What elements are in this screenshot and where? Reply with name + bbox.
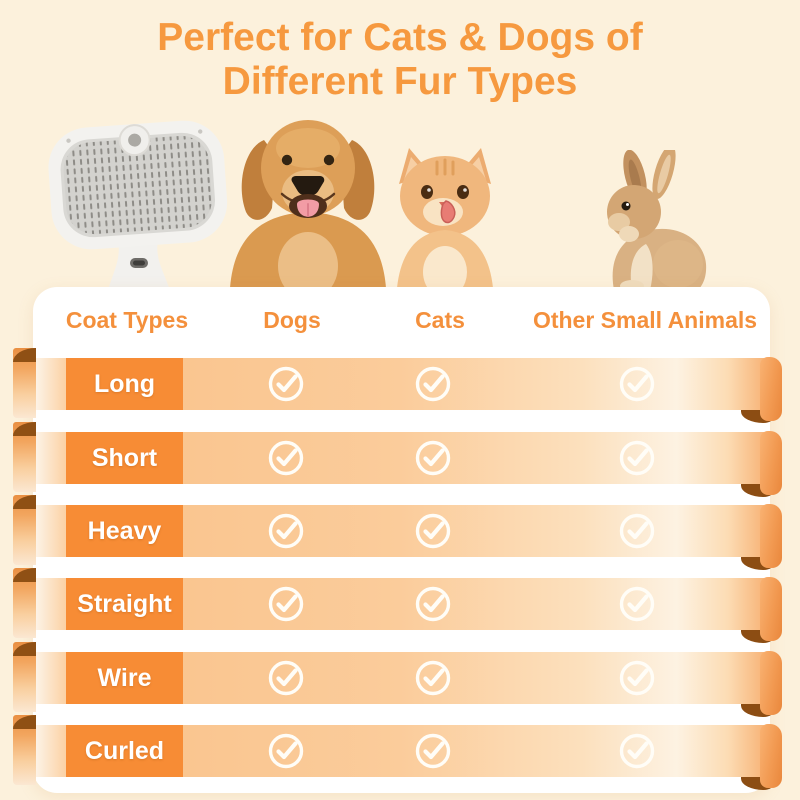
ribbon-band: Heavy — [36, 505, 764, 557]
table-row-long: Long — [0, 348, 800, 423]
column-header-other-small-animals: Other Small Animals — [532, 307, 758, 333]
coat-type-label: Curled — [84, 736, 165, 765]
check-icon — [266, 584, 306, 624]
column-header-coat-types: Coat Types — [65, 307, 189, 333]
coat-type-label: Heavy — [87, 516, 162, 545]
ribbon-left-fold — [13, 715, 36, 785]
coat-type-label: Long — [93, 369, 156, 398]
dog-image — [220, 112, 396, 300]
check-icon — [413, 731, 453, 771]
hero-images — [0, 0, 800, 300]
coat-type-cell: Curled — [66, 725, 183, 777]
ribbon-band: Short — [36, 432, 764, 484]
check-icon — [617, 658, 657, 698]
check-icon — [266, 731, 306, 771]
table-row-curled: Curled — [0, 715, 800, 790]
rabbit-image — [588, 144, 714, 295]
check-icon — [266, 511, 306, 551]
ribbon-right-curl — [760, 577, 782, 641]
ribbon-left-fold — [13, 568, 36, 638]
title-line-2: Different Fur Types — [222, 60, 578, 104]
check-icon — [266, 364, 306, 404]
table-row-heavy: Heavy — [0, 495, 800, 570]
coat-type-cell: Long — [66, 358, 183, 410]
ribbon-right-curl — [760, 431, 782, 495]
check-icon — [413, 438, 453, 478]
check-icon — [266, 438, 306, 478]
coat-type-cell: Straight — [66, 578, 183, 630]
grooming-brush-image — [38, 118, 238, 295]
ribbon-left-fold — [13, 495, 36, 565]
check-icon — [413, 364, 453, 404]
column-header-dogs: Dogs — [263, 307, 321, 333]
table-row-straight: Straight — [0, 568, 800, 643]
check-icon — [617, 511, 657, 551]
ribbon-band: Long — [36, 358, 764, 410]
cat-image — [385, 144, 505, 298]
check-icon — [617, 438, 657, 478]
coat-type-cell: Wire — [66, 652, 183, 704]
title-line-1: Perfect for Cats & Dogs of — [157, 16, 643, 59]
check-icon — [617, 731, 657, 771]
ribbon-band: Wire — [36, 652, 764, 704]
check-icon — [617, 364, 657, 404]
coat-type-label: Short — [91, 443, 158, 472]
coat-type-cell: Short — [66, 432, 183, 484]
ribbon-right-curl — [760, 504, 782, 568]
check-icon — [617, 584, 657, 624]
table-row-short: Short — [0, 422, 800, 497]
ribbon-left-fold — [13, 348, 36, 418]
check-icon — [413, 658, 453, 698]
coat-type-label: Wire — [97, 663, 152, 692]
ribbon-right-curl — [760, 357, 782, 421]
coat-type-cell: Heavy — [66, 505, 183, 557]
coat-type-label: Straight — [77, 589, 172, 618]
ribbon-band: Curled — [36, 725, 764, 777]
column-header-cats: Cats — [415, 307, 465, 333]
ribbon-band: Straight — [36, 578, 764, 630]
table-row-wire: Wire — [0, 642, 800, 717]
ribbon-left-fold — [13, 422, 36, 492]
ribbon-right-curl — [760, 724, 782, 788]
ribbon-left-fold — [13, 642, 36, 712]
page-title: Perfect for Cats & Dogs of Different Fur… — [0, 16, 800, 105]
check-icon — [413, 584, 453, 624]
check-icon — [266, 658, 306, 698]
ribbon-right-curl — [760, 651, 782, 715]
check-icon — [413, 511, 453, 551]
